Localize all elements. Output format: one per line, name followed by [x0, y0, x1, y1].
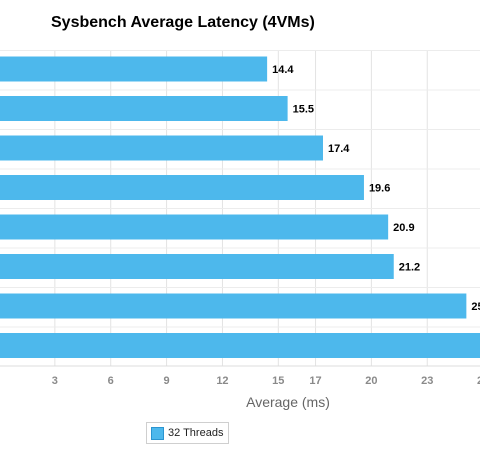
x-tick-label: 3 — [52, 375, 58, 387]
legend-swatch — [151, 426, 164, 440]
x-tick-label: 9 — [164, 375, 170, 387]
bar-value-label: 20.9 — [393, 222, 414, 234]
bar — [0, 254, 394, 279]
x-axis-title: Average (ms) — [246, 394, 330, 410]
bar — [0, 293, 467, 319]
legend[interactable]: 32 Threads — [146, 422, 230, 444]
bar — [0, 96, 288, 121]
x-tick-label: 20 — [365, 375, 377, 387]
x-tick-label: 26 — [477, 375, 480, 387]
bar — [0, 135, 323, 161]
bar-value-label: 21.2 — [399, 262, 420, 274]
chart-title: Sysbench Average Latency (4VMs) — [51, 14, 315, 31]
legend-label: 32 Threads — [168, 427, 224, 439]
x-tick-label: 15 — [272, 375, 284, 387]
x-tick-label: 6 — [108, 375, 114, 387]
x-tick-label: 17 — [309, 375, 321, 387]
x-tick-label: 23 — [421, 375, 433, 387]
bar-value-label: 15.5 — [293, 104, 314, 116]
bar-value-label: 25 — [471, 301, 480, 313]
bar — [0, 175, 364, 200]
bar-value-label: 14.4 — [272, 64, 294, 76]
bar — [0, 333, 480, 358]
bar — [0, 214, 389, 240]
bar — [0, 56, 268, 82]
x-tick-label: 12 — [216, 375, 228, 387]
bar-value-label: 17.4 — [328, 143, 350, 155]
bar-value-label: 19.6 — [369, 183, 390, 195]
